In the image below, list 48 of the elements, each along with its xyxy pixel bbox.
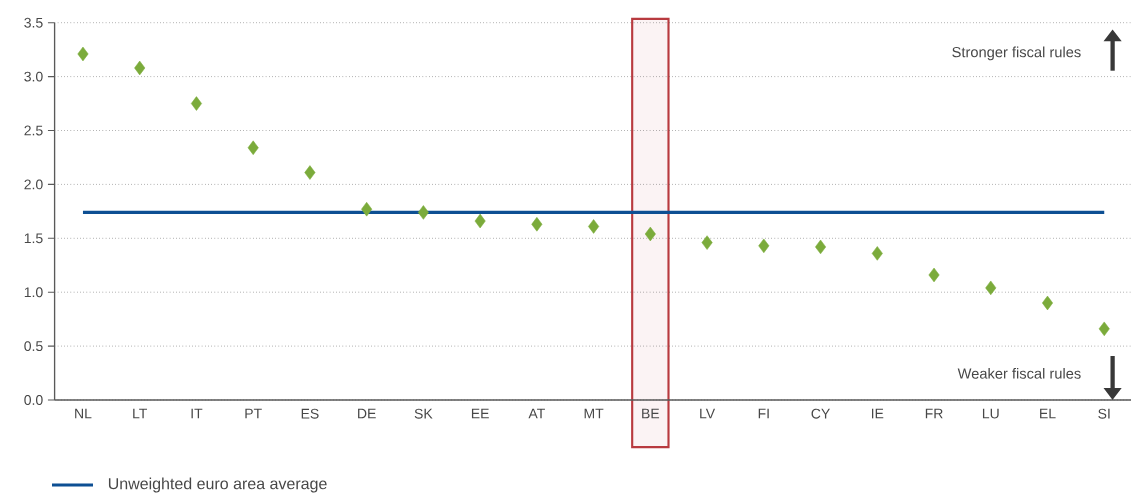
y-tick-label: 3.0	[24, 71, 43, 82]
y-tick-label: 1.5	[24, 233, 43, 244]
x-tick-label: BE	[642, 408, 660, 419]
x-tick-label: DE	[358, 408, 376, 419]
point	[928, 267, 940, 283]
x-tick-label: MT	[584, 408, 604, 419]
point	[474, 213, 486, 229]
point	[531, 217, 543, 232]
x-tick-label: LV	[700, 408, 716, 419]
y-tick-label: 2.5	[24, 125, 43, 136]
x-tick-label: FR	[925, 408, 943, 419]
point	[134, 60, 146, 76]
point	[701, 235, 713, 250]
point	[644, 226, 656, 242]
annotation: Weaker fiscal rules	[957, 367, 1081, 379]
y-tick-label: 0.0	[24, 395, 43, 405]
x-tick-label: NL	[75, 408, 92, 419]
legend-label: Unweighted euro area average	[108, 477, 327, 493]
point	[588, 219, 600, 234]
x-tick-label: EE	[471, 408, 489, 419]
x-tick-label: FI	[758, 408, 769, 419]
x-tick-label: SI	[1098, 408, 1110, 419]
x-tick-label: IT	[191, 408, 203, 419]
point	[190, 96, 202, 111]
y-tick-label: 3.5	[24, 17, 43, 28]
point	[247, 140, 259, 155]
point	[417, 205, 429, 220]
y-tick-label: 2.0	[24, 179, 43, 190]
x-tick-label: PT	[245, 408, 262, 419]
point	[77, 46, 89, 62]
point	[361, 201, 373, 217]
point	[871, 246, 883, 261]
x-tick-label: LU	[982, 408, 999, 419]
point	[758, 238, 770, 254]
x-tick-label: SK	[414, 408, 433, 419]
annotation: Stronger fiscal rules	[952, 46, 1081, 61]
point	[304, 165, 316, 180]
x-tick-label: ES	[301, 408, 319, 419]
x-tick-label: EL	[1040, 408, 1056, 419]
x-tick-label: CY	[811, 408, 830, 419]
x-tick-label: LT	[133, 408, 148, 419]
point	[985, 280, 997, 296]
y-tick-label: 0.5	[24, 341, 43, 352]
x-tick-label: AT	[528, 408, 545, 419]
x-tick-label: IE	[871, 408, 884, 419]
point	[1098, 321, 1110, 337]
point	[815, 239, 827, 255]
y-tick-label: 1.0	[24, 287, 43, 298]
